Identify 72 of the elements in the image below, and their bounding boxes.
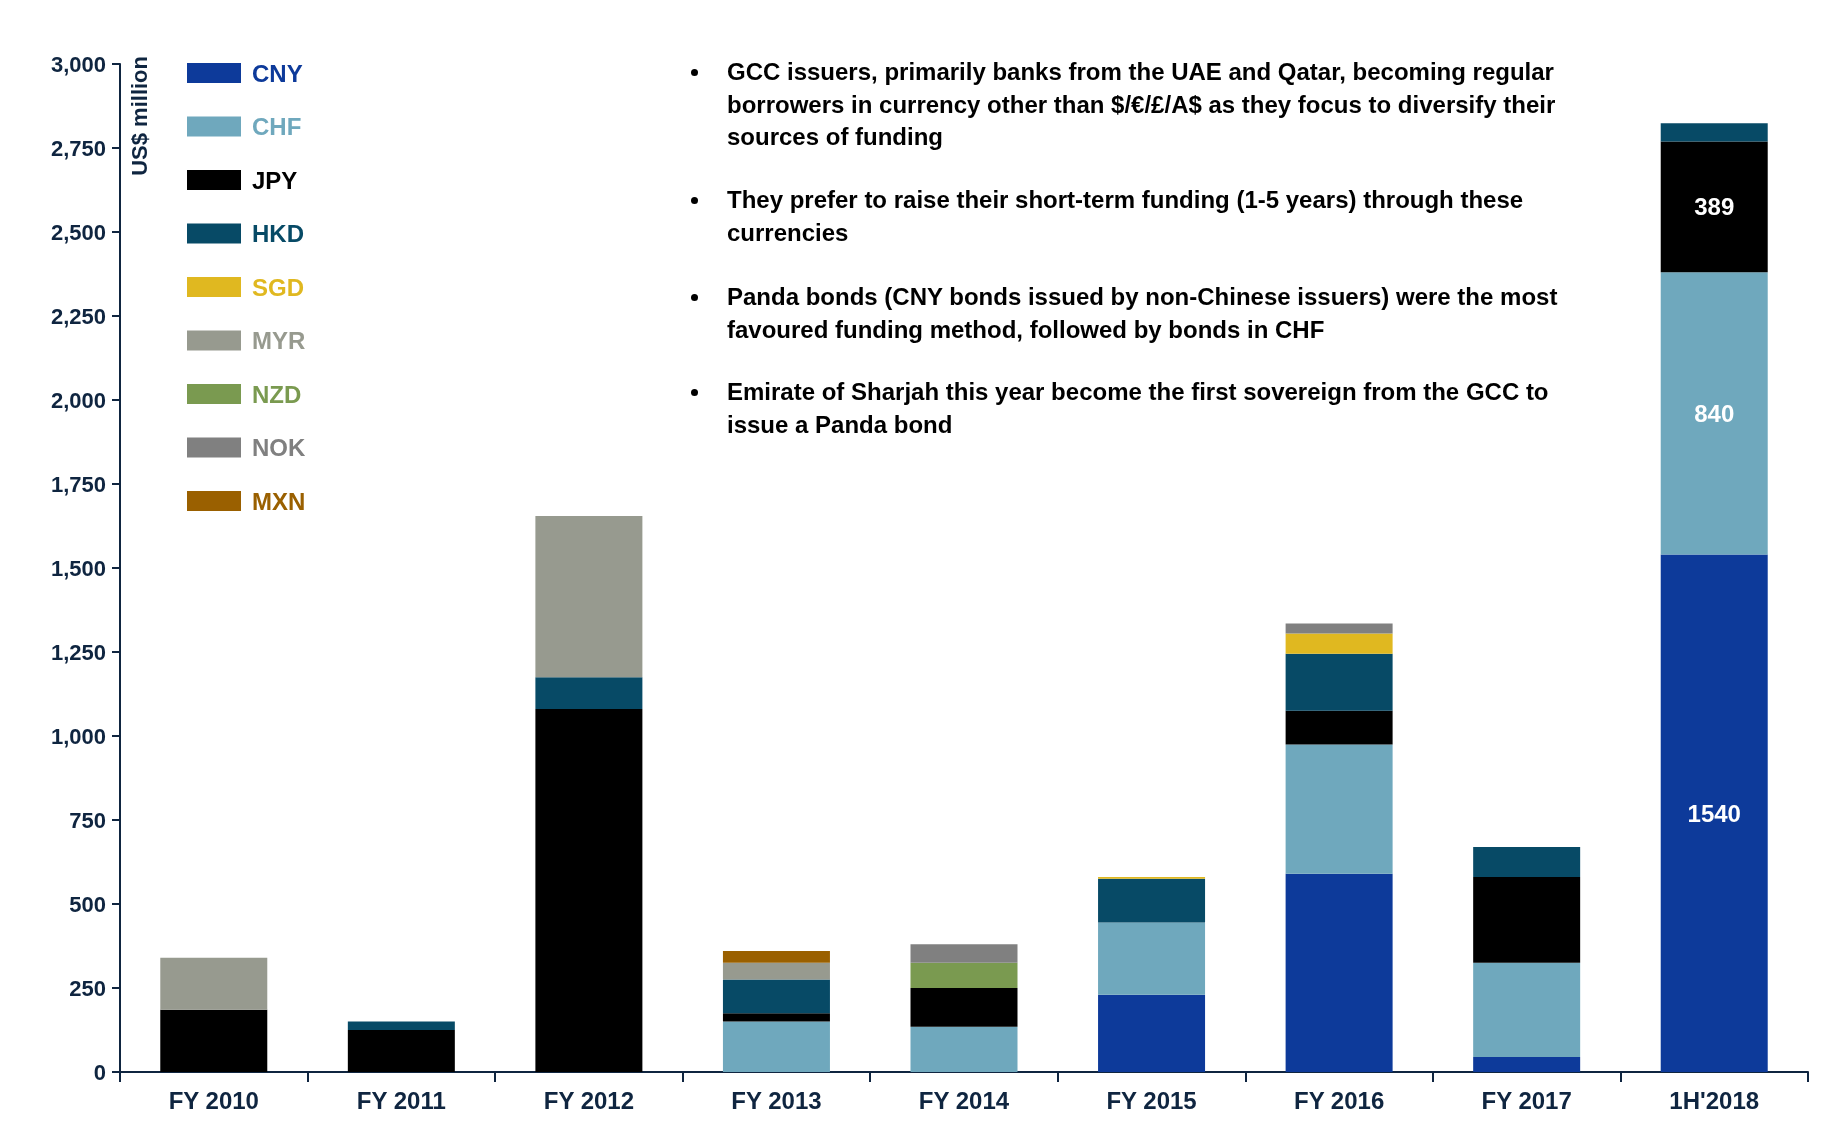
bar bbox=[1473, 962, 1581, 1057]
bar bbox=[910, 944, 1018, 963]
y-tick-label: 1,500 bbox=[50, 555, 106, 581]
legend-label: NZD bbox=[252, 380, 302, 408]
legend-label: JPY bbox=[252, 166, 298, 194]
data-label: 1540 bbox=[1687, 799, 1741, 827]
bar bbox=[535, 709, 643, 1072]
x-tick-label: 1H'2018 bbox=[1669, 1086, 1760, 1114]
bar bbox=[1660, 123, 1768, 142]
y-tick-label: 3,000 bbox=[50, 51, 106, 77]
y-tick-label: 2,250 bbox=[50, 303, 106, 329]
y-tick-label: 750 bbox=[69, 807, 106, 833]
bar bbox=[722, 951, 830, 963]
bar bbox=[910, 988, 1018, 1027]
legend-label: MYR bbox=[252, 327, 306, 354]
bar bbox=[1285, 623, 1393, 634]
bar bbox=[535, 677, 643, 710]
data-label: 389 bbox=[1694, 193, 1735, 221]
annotation: They prefer to raise their short-term funding (1-5 years) through these currencies bbox=[727, 185, 1525, 248]
bar bbox=[722, 1021, 830, 1072]
bar bbox=[1285, 710, 1393, 745]
y-tick-label: 500 bbox=[69, 891, 106, 917]
x-tick-label: FY 2010 bbox=[168, 1086, 259, 1114]
x-tick-label: FY 2012 bbox=[543, 1086, 635, 1114]
legend-label: HKD bbox=[252, 220, 304, 247]
bar bbox=[1285, 744, 1393, 874]
bar bbox=[1660, 554, 1768, 1072]
bar bbox=[910, 1026, 1018, 1072]
bar bbox=[910, 962, 1018, 988]
x-tick-label: FY 2015 bbox=[1106, 1086, 1197, 1114]
bar bbox=[722, 1013, 830, 1022]
bar bbox=[1285, 873, 1393, 1072]
bar bbox=[1660, 272, 1768, 555]
annotation: Panda bonds (CNY bonds issued by non-Chinese issuers) were the most favoured funding method, followed by bonds in CHF bbox=[727, 282, 1559, 345]
bar bbox=[1285, 653, 1393, 711]
bar bbox=[1098, 878, 1206, 923]
y-tick-label: 0 bbox=[93, 1059, 106, 1085]
legend-label: MXN bbox=[252, 487, 306, 515]
y-tick-label: 1,250 bbox=[50, 639, 106, 665]
bar bbox=[1098, 994, 1206, 1072]
bar bbox=[1473, 877, 1581, 963]
bar bbox=[347, 1030, 455, 1072]
bar bbox=[1285, 633, 1393, 654]
bar bbox=[1473, 1056, 1581, 1072]
bar bbox=[1098, 922, 1206, 995]
bar bbox=[1660, 141, 1768, 273]
y-tick-label: 2,750 bbox=[50, 135, 106, 161]
bar bbox=[722, 979, 830, 1014]
x-tick-label: FY 2017 bbox=[1481, 1086, 1572, 1114]
x-tick-label: FY 2011 bbox=[356, 1086, 446, 1114]
annotation: GCC issuers, primarily banks from the UAE and Qatar, becoming regular borrowers in currency other than $/€/£/A$ as they focus to diversify their sources of funding bbox=[727, 57, 1557, 152]
y-axis-title: US$ million bbox=[126, 56, 152, 176]
annotation: Emirate of Sharjah this year become the first sovereign from the GCC to issue a Panda bond bbox=[727, 377, 1550, 440]
bar bbox=[160, 957, 268, 1010]
data-label: 840 bbox=[1694, 399, 1735, 427]
x-tick-label: FY 2013 bbox=[731, 1086, 822, 1114]
y-tick-label: 250 bbox=[69, 975, 106, 1001]
legend-label: SGD bbox=[252, 273, 305, 301]
y-tick-label: 2,500 bbox=[50, 219, 106, 245]
bar bbox=[722, 962, 830, 980]
bar bbox=[1473, 846, 1581, 878]
x-tick-label: FY 2016 bbox=[1293, 1086, 1385, 1114]
legend-label: CNY bbox=[252, 59, 303, 87]
x-tick-label: FY 2014 bbox=[918, 1086, 1010, 1114]
y-tick-label: 1,000 bbox=[50, 723, 106, 749]
bar bbox=[160, 1009, 268, 1072]
bar bbox=[535, 515, 643, 678]
legend-label: CHF bbox=[252, 113, 302, 140]
y-tick-label: 1,750 bbox=[50, 471, 106, 497]
y-tick-label: 2,000 bbox=[50, 387, 106, 413]
legend-label: NOK bbox=[252, 434, 306, 461]
bar bbox=[347, 1021, 455, 1030]
